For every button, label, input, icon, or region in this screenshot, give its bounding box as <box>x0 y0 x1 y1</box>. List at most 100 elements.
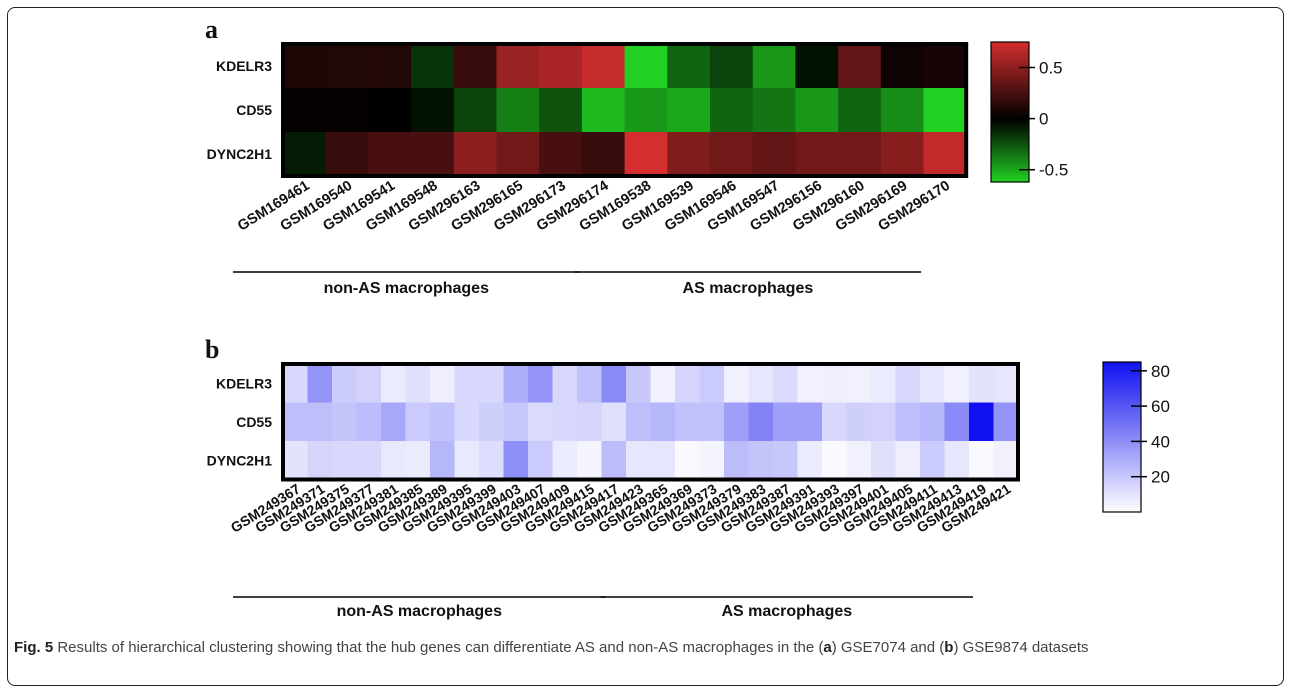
colorbar-a: 0.5 0 -0.5 <box>990 41 1068 183</box>
heatmap-cell <box>283 441 309 481</box>
heatmap-cell <box>411 44 455 89</box>
heatmap-cell <box>581 44 626 89</box>
caption-text-1: Results of hierarchical clustering showi… <box>53 639 824 656</box>
heatmap-cell <box>624 132 668 177</box>
heatmap-panel-a: a KDELR3 CD55 DYNC2H1 GSM169461GSM169540GS… <box>205 15 1068 297</box>
heatmap-cell <box>381 402 407 442</box>
heatmap-cell <box>795 44 839 89</box>
heatmap-cell <box>710 132 754 177</box>
heatmap-cell <box>871 402 897 442</box>
heatmap-cell <box>356 364 382 404</box>
heatmap-cell <box>552 441 578 481</box>
row-label: KDELR3 <box>216 375 272 391</box>
colorbar-tick-label: 20 <box>1151 468 1170 487</box>
heatmap-cell <box>773 402 799 442</box>
heatmap-cell <box>895 441 921 481</box>
colorbar-tick-label: 0.5 <box>1039 59 1063 78</box>
colorbar-b: 80 60 40 20 <box>1102 361 1170 513</box>
heatmap-cell <box>969 364 995 404</box>
heatmap-cell <box>539 88 583 133</box>
heatmap-cell <box>650 364 676 404</box>
heatmap-cell <box>577 441 603 481</box>
heatmap-cell <box>838 44 882 89</box>
heatmap-cell <box>624 44 668 89</box>
heatmap-cell <box>528 402 554 442</box>
heatmap-cell <box>710 44 754 89</box>
heatmap-cell <box>920 441 946 481</box>
heatmap-cell <box>454 402 480 442</box>
caption-text-2: ) GSE7074 and ( <box>831 639 945 656</box>
heatmap-cell <box>699 441 725 481</box>
heatmap-cell <box>923 44 967 89</box>
heatmap-cell <box>944 402 970 442</box>
group-label: AS macrophages <box>683 280 814 297</box>
heatmap-cell <box>283 44 327 89</box>
colorbar-tick-label: 0 <box>1039 110 1048 129</box>
heatmap-cell <box>405 441 431 481</box>
heatmap-cell <box>503 402 529 442</box>
row-labels-a: KDELR3 CD55 DYNC2H1 <box>207 58 273 162</box>
heatmap-cell <box>453 132 498 177</box>
heatmap-cell <box>773 364 799 404</box>
heatmap-cell <box>650 441 676 481</box>
heatmap-cell <box>479 441 505 481</box>
colorbar-tick-label: 80 <box>1151 362 1170 381</box>
heatmap-cell <box>748 441 774 481</box>
heatmap-cell <box>822 402 848 442</box>
heatmap-cell <box>944 441 970 481</box>
heatmap-cell <box>601 364 627 404</box>
heatmap-cell <box>822 441 848 481</box>
heatmap-cell <box>895 402 921 442</box>
colorbar-tick-label: 40 <box>1151 432 1170 451</box>
heatmap-cell <box>539 44 583 89</box>
heatmap-cell <box>993 402 1019 442</box>
column-labels-b: GSM249367GSM249371GSM249375GSM249377GSM2… <box>228 480 1014 535</box>
row-label: CD55 <box>236 414 272 430</box>
heatmap-cell <box>581 132 626 177</box>
group-label: AS macrophages <box>721 603 852 620</box>
heatmap-cell <box>381 441 407 481</box>
heatmap-cell <box>699 364 725 404</box>
figure-frame <box>7 7 1284 686</box>
heatmap-cell <box>880 44 925 89</box>
heatmap-cell <box>601 441 627 481</box>
heatmap-cell <box>325 88 369 133</box>
heatmap-cell <box>667 44 711 89</box>
heatmap-cell <box>675 364 701 404</box>
heatmap-cell <box>356 441 382 481</box>
heatmap-cell <box>552 402 578 442</box>
heatmap-cell <box>430 402 456 442</box>
caption-ref-a: a <box>823 639 832 656</box>
heatmap-cell <box>307 402 333 442</box>
heatmap-cell <box>675 402 701 442</box>
colorbar-tick-label: 60 <box>1151 397 1170 416</box>
heatmap-cell <box>748 402 774 442</box>
heatmap-cell <box>871 441 897 481</box>
heatmap-cell <box>503 441 529 481</box>
heatmap-cell <box>283 88 327 133</box>
heatmap-cell <box>601 402 627 442</box>
heatmap-cell <box>332 441 358 481</box>
figure-caption: Fig. 5 Results of hierarchical clusterin… <box>14 637 1276 658</box>
heatmap-cell <box>773 441 799 481</box>
heatmap-cell <box>822 364 848 404</box>
heatmap-cell <box>969 441 995 481</box>
heatmap-cell <box>920 364 946 404</box>
panel-label-a: a <box>205 15 218 44</box>
colorbar-tick-label: -0.5 <box>1039 161 1068 180</box>
heatmap-cell <box>283 132 327 177</box>
heatmap-cell <box>453 88 498 133</box>
heatmap-cell <box>880 88 925 133</box>
heatmap-cell <box>969 402 995 442</box>
group-labels-b: non-AS macrophages AS macrophages <box>233 596 973 620</box>
heatmap-cell <box>430 441 456 481</box>
heatmap-cell <box>752 132 796 177</box>
heatmap-cell <box>332 402 358 442</box>
colorbar-gradient <box>990 41 1030 183</box>
panel-label-b: b <box>205 335 219 364</box>
heatmap-panel-b: b KDELR3 CD55 DYNC2H1 GSM249367GSM249371GS… <box>205 335 1170 620</box>
heatmap-cell <box>503 364 529 404</box>
caption-text-3: ) GSE9874 datasets <box>953 639 1089 656</box>
row-label: DYNC2H1 <box>207 146 273 162</box>
heatmap-cell <box>307 441 333 481</box>
